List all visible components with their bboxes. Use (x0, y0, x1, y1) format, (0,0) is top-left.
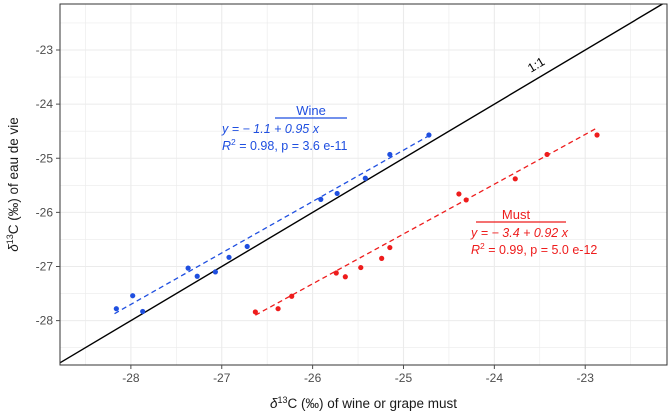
x-tick-label: -25 (395, 371, 413, 385)
wine-fit-line (114, 135, 430, 315)
x-tick-label: -24 (486, 371, 504, 385)
annotations: Wine y = − 1.1 + 0.95 xR2 = 0.98, p = 3.6… (221, 103, 597, 257)
y-tick-label: -26 (36, 205, 54, 219)
wine-data-point (387, 151, 393, 158)
axes: -28 -27 -26 -25 -24 -23 -28 -27 -26 -25 -24 -23 δ13C… (5, 3, 668, 411)
wine-data-point (334, 190, 340, 197)
must-data-point (252, 309, 258, 315)
wine-data-point (130, 293, 136, 299)
wine-data-point (244, 243, 250, 250)
must-data-point (379, 255, 385, 261)
x-tick-label: -23 (577, 371, 595, 385)
y-tick-label: -23 (36, 43, 54, 57)
must-data-point (289, 293, 295, 299)
plot-panel-border (59, 3, 668, 366)
wine-data-point (212, 269, 218, 275)
identity-line-label: 1:1 (525, 54, 547, 75)
must-fit-equation: y = − 3.4 + 0.92 x (470, 226, 569, 240)
y-tick-label: -25 (36, 151, 54, 165)
data-points (113, 132, 600, 315)
must-data-point (594, 132, 600, 138)
wine-data-point (426, 132, 432, 138)
must-data-point (342, 274, 348, 280)
x-tick-label: -26 (304, 371, 322, 385)
must-data-point (544, 151, 550, 158)
wine-data-point (185, 265, 191, 271)
wine-data-point (226, 254, 232, 260)
must-fit-line (255, 127, 598, 316)
y-tick-label: -27 (36, 259, 54, 273)
wine-annotation-title: Wine (296, 103, 326, 118)
must-data-point (275, 306, 281, 312)
wine-fit-stats: R2 = 0.98, p = 3.6 e-11 (222, 137, 347, 153)
wine-data-point (140, 308, 146, 315)
must-data-point (463, 197, 469, 203)
must-data-point (512, 176, 518, 182)
must-data-point (387, 244, 393, 251)
y-axis-title: δ13C (‰) of eau de vie (5, 117, 21, 252)
wine-data-point (113, 306, 119, 312)
x-axis-title: δ13C (‰) of wine or grape must (270, 395, 457, 411)
grid (60, 4, 667, 365)
y-tick-label: -24 (36, 97, 54, 111)
identity-line (59, 3, 663, 364)
x-tick-label: -28 (122, 371, 140, 385)
wine-data-point (362, 175, 368, 181)
wine-fit-equation: y = − 1.1 + 0.95 x (221, 122, 320, 136)
must-data-point (456, 191, 462, 197)
must-fit-stats: R2 = 0.99, p = 5.0 e-12 (471, 241, 597, 257)
wine-data-point (194, 273, 200, 279)
y-tick-label: -28 (36, 314, 54, 328)
wine-data-point (318, 196, 324, 202)
reference-lines: 1:1 (59, 3, 663, 364)
x-tick-label: -27 (213, 371, 231, 385)
must-data-point (358, 264, 364, 271)
must-data-point (333, 270, 339, 276)
must-annotation-title: Must (502, 207, 531, 222)
